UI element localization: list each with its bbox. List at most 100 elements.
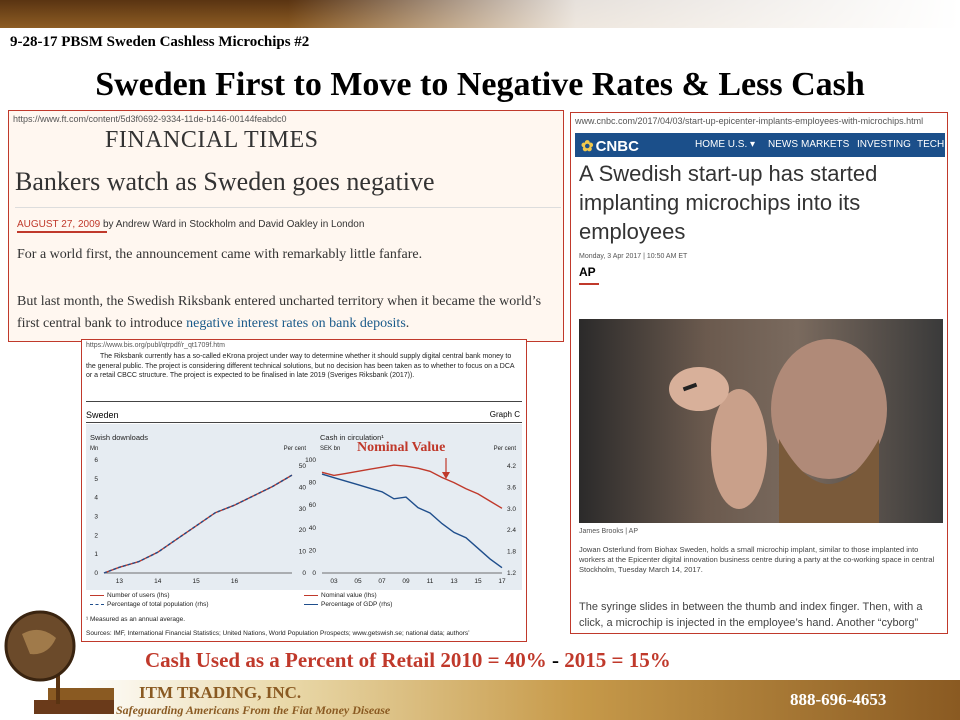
y-tick-right: 50 <box>299 463 307 470</box>
footer-band <box>0 680 960 720</box>
company-name: ITM TRADING, INC. <box>139 683 302 702</box>
ft-paragraph-2: But last month, the Swedish Riksbank ent… <box>17 291 562 335</box>
series-line-0 <box>321 464 503 509</box>
y-tick-left: 80 <box>309 480 317 487</box>
ft-date: AUGUST 27, 2009 <box>17 219 101 230</box>
nav-tech[interactable]: TECH <box>917 139 945 150</box>
ft-p2-text: But last month, the Swedish Riksbank ent… <box>17 294 542 331</box>
hand-shape <box>711 389 767 509</box>
y-tick-right: 0 <box>302 570 306 577</box>
bis-sources: Sources: IMF, International Financial St… <box>86 630 470 637</box>
y-axis-left-label: Mn <box>90 446 98 452</box>
y-tick-left: 4 <box>94 495 98 502</box>
legend-left-2-label: Percentage of total population (rhs) <box>107 601 209 608</box>
legend-right-2-label: Percentage of GDP (rhs) <box>321 601 393 608</box>
cash-stat-part1: Cash Used as a Percent of Retail 2010 = … <box>145 648 547 672</box>
x-tick-label: 13 <box>450 578 458 585</box>
cnbc-navbar: ✿ CNBC HOME U.S. ▾ NEWS MARKETS INVESTING… <box>575 133 945 157</box>
y-tick-right: 2.4 <box>507 527 516 534</box>
x-tick-label: 14 <box>154 578 162 585</box>
ft-p2-link[interactable]: negative interest rates on bank deposits <box>186 316 406 331</box>
bis-rule-top <box>86 401 522 402</box>
legend-right-2: Percentage of GDP (rhs) <box>304 601 392 608</box>
nav-home[interactable]: HOME U.S. ▾ <box>695 139 756 150</box>
bis-footnote: ¹ Measured as an annual average. <box>86 616 186 623</box>
y-tick-right: 40 <box>299 484 307 491</box>
x-tick-label: 15 <box>474 578 482 585</box>
microchip-shape <box>682 382 698 392</box>
company-slogan: Safeguarding Americans From the Fiat Mon… <box>116 703 391 717</box>
x-tick-label: 17 <box>498 578 506 585</box>
cnbc-body: The syringe slides in between the thumb … <box>579 601 923 629</box>
y-tick-left: 2 <box>94 532 98 539</box>
photo-credit: James Brooks | AP <box>579 528 639 535</box>
ft-article-panel: https://www.ft.com/content/5d3f0692-9334… <box>8 110 564 342</box>
cnbc-source: AP <box>579 265 596 279</box>
cnbc-logo-text: CNBC <box>595 138 639 155</box>
y-tick-right: 20 <box>299 527 307 534</box>
y-tick-left: 0 <box>312 570 316 577</box>
photo-illustration <box>669 339 887 523</box>
slide-id: 9-28-17 PBSM Sweden Cashless Microchips … <box>10 34 310 50</box>
cnbc-logo[interactable]: ✿ CNBC <box>581 137 639 155</box>
company-phone[interactable]: 888-696-4653 <box>790 690 887 709</box>
legend-swatch-blue-dashed <box>90 603 104 605</box>
x-tick-label: 05 <box>354 578 362 585</box>
slide-title: Sweden First to Move to Negative Rates &… <box>95 66 865 103</box>
y-axis-right-label: Per cent <box>284 446 307 452</box>
legend-swatch-red-2 <box>304 594 318 596</box>
bis-url[interactable]: https://www.bis.org/publ/qtrpdf/r_qt1709… <box>86 342 225 349</box>
legend-right-1: Nominal value (lhs) <box>304 592 377 599</box>
x-tick-label: 11 <box>427 578 434 585</box>
photo-caption: Jowan Osterlund from Biohax Sweden, hold… <box>579 545 935 574</box>
microchip-photo <box>579 319 943 523</box>
bis-rule-bottom <box>86 422 522 423</box>
nav-news[interactable]: NEWS <box>768 139 798 150</box>
y-tick-left: 6 <box>94 457 98 464</box>
x-tick-label: 07 <box>378 578 386 585</box>
y-tick-left: 1 <box>94 551 98 558</box>
legend-left-1-label: Number of users (lhs) <box>107 592 170 599</box>
cnbc-article-panel: www.cnbc.com/2017/04/03/start-up-epicent… <box>570 112 948 634</box>
nav-investing[interactable]: INVESTING <box>857 139 911 150</box>
bis-chart-background <box>86 424 522 590</box>
ft-p2-end: . <box>405 316 410 331</box>
cnbc-source-underline <box>579 283 599 285</box>
bis-panel: https://www.bis.org/publ/qtrpdf/r_qt1709… <box>81 339 527 642</box>
y-tick-right: 4.2 <box>507 463 516 470</box>
legend-swatch-red <box>90 594 104 596</box>
chart-title: Cash in circulation¹ <box>320 433 384 442</box>
ft-byline: by Andrew Ward in Stockholm and David Oa… <box>100 219 365 230</box>
x-tick-label: 13 <box>116 578 124 585</box>
ft-brand: FINANCIAL TIMES <box>105 127 319 153</box>
nav-markets[interactable]: MARKETS <box>801 139 850 150</box>
peacock-icon: ✿ <box>581 138 594 155</box>
annotation-arrow-head <box>442 472 450 479</box>
chart-title: Swish downloads <box>90 433 148 442</box>
cash-stat-sep: - <box>546 648 565 672</box>
beard-shape <box>779 439 879 523</box>
cash-stat: Cash Used as a Percent of Retail 2010 = … <box>145 648 671 673</box>
y-tick-right: 10 <box>299 549 307 556</box>
legend-left-1: Number of users (lhs) <box>90 592 170 599</box>
y-tick-right: 3.6 <box>507 484 516 491</box>
series-line-1 <box>103 474 293 574</box>
cnbc-headline: A Swedish start-up has started implantin… <box>579 161 878 244</box>
legend-right-1-label: Nominal value (lhs) <box>321 592 377 599</box>
thumb-shape <box>669 367 729 411</box>
legend-swatch-blue <box>304 603 318 605</box>
ft-url[interactable]: https://www.ft.com/content/5d3f0692-9334… <box>13 114 287 124</box>
y-tick-left: 20 <box>309 547 317 554</box>
y-tick-right: 3.0 <box>507 506 516 513</box>
bis-country: Sweden <box>86 410 119 420</box>
y-axis-left-label: SEK bn <box>320 446 340 452</box>
face-shape <box>771 339 887 479</box>
globe-icon <box>4 610 114 714</box>
y-tick-left: 60 <box>309 502 317 509</box>
y-tick-left: 3 <box>94 514 98 521</box>
cnbc-url[interactable]: www.cnbc.com/2017/04/03/start-up-epicent… <box>575 116 924 126</box>
x-tick-label: 09 <box>402 578 410 585</box>
y-axis-right-label: Per cent <box>494 446 517 452</box>
header-white-strip <box>0 28 960 68</box>
